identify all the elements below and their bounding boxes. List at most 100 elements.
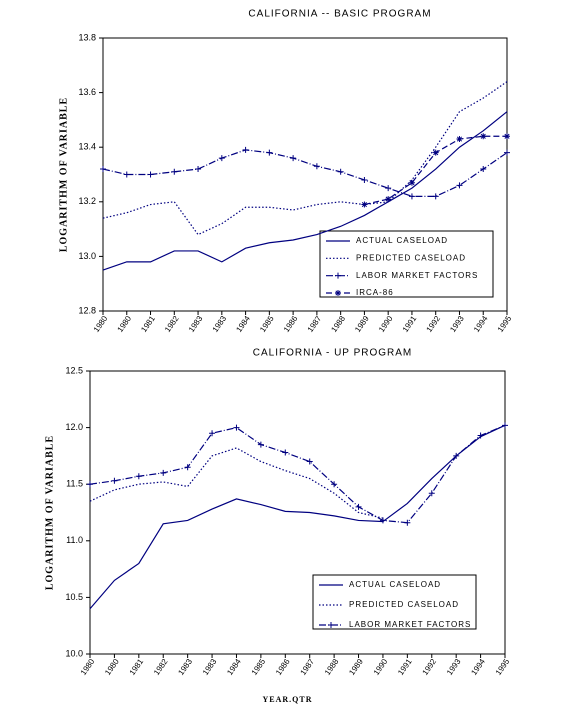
x-tick-label: 1983 xyxy=(176,657,194,677)
point-marker xyxy=(233,424,240,431)
x-tick-label: 1981 xyxy=(139,314,157,334)
x-tick-label: 1980 xyxy=(103,657,121,677)
legend-label: PREDICTED CASELOAD xyxy=(349,600,459,609)
point-marker xyxy=(355,503,362,510)
legend-box xyxy=(312,574,477,630)
y-tick-label: 12.0 xyxy=(65,422,83,432)
x-tick-label: 1995 xyxy=(496,314,514,334)
point-marker xyxy=(428,490,435,497)
series-line xyxy=(102,81,508,236)
point-marker xyxy=(385,196,392,203)
point-marker xyxy=(504,149,510,156)
point-marker xyxy=(282,449,289,456)
plot-frame xyxy=(102,37,508,312)
y-tick-label: 13.8 xyxy=(78,32,96,42)
legend-label: LABOR MARKET FACTORS xyxy=(356,271,478,280)
x-tick-label: 1983 xyxy=(187,314,205,334)
point-marker xyxy=(257,441,264,448)
point-marker xyxy=(171,168,178,175)
legend-label: LABOR MARKET FACTORS xyxy=(349,620,471,629)
x-tick-label: 1993 xyxy=(445,657,463,677)
series-line xyxy=(89,447,384,519)
point-marker xyxy=(477,432,484,439)
x-tick-label: 1994 xyxy=(469,657,487,677)
point-marker xyxy=(385,185,392,192)
point-marker xyxy=(502,422,508,429)
point-marker xyxy=(306,458,313,465)
x-tick-label: 1995 xyxy=(494,657,512,677)
x-tick-label: 1989 xyxy=(353,314,371,334)
series-line xyxy=(102,111,508,271)
y-tick-label: 12.8 xyxy=(78,305,96,315)
point-marker xyxy=(361,201,368,208)
point-marker xyxy=(290,155,297,162)
x-tick-label: 1990 xyxy=(377,314,395,334)
y-tick-label: 10.0 xyxy=(65,648,83,658)
point-marker xyxy=(147,171,154,178)
x-tick-label: 1991 xyxy=(401,314,419,334)
x-tick-label: 1988 xyxy=(329,314,347,334)
x-tick-label: 1985 xyxy=(250,657,268,677)
x-tick-label: 1981 xyxy=(128,657,146,677)
series-line xyxy=(89,424,506,610)
x-axis-label: YEAR.QTR xyxy=(262,695,312,704)
y-tick-label: 12.5 xyxy=(65,365,83,375)
x-tick-label: 1989 xyxy=(347,657,365,677)
x-tick-label: 1994 xyxy=(472,314,490,334)
plot-frame xyxy=(89,370,506,655)
x-tick-label: 1983 xyxy=(211,314,229,334)
x-tick-label: 1986 xyxy=(274,657,292,677)
x-tick-label: 1985 xyxy=(258,314,276,334)
point-marker xyxy=(218,155,225,162)
point-marker xyxy=(123,171,130,178)
marker xyxy=(328,622,334,628)
series-line xyxy=(89,424,506,524)
point-marker xyxy=(456,182,463,189)
point-marker xyxy=(100,166,106,173)
x-tick-label: 1980 xyxy=(79,657,97,677)
point-marker xyxy=(432,193,439,200)
x-tick-label: 1987 xyxy=(306,314,324,334)
series-line xyxy=(102,149,508,197)
point-marker xyxy=(456,136,463,143)
y-tick-label: 11.0 xyxy=(66,535,83,545)
y-tick-label: 13.4 xyxy=(78,142,96,152)
legend-label: ACTUAL CASELOAD xyxy=(356,236,448,245)
point-marker xyxy=(404,519,411,526)
marker xyxy=(335,272,341,279)
chart-title: CALIFORNIA -- BASIC PROGRAM xyxy=(248,9,431,20)
legend-label: PREDICTED CASELOAD xyxy=(356,253,466,262)
y-axis-label: LOGARITHM OF VARIABLE xyxy=(58,97,69,252)
x-tick-label: 1984 xyxy=(225,657,243,677)
y-tick-label: 13.0 xyxy=(78,251,96,261)
x-tick-label: 1992 xyxy=(421,657,439,677)
x-tick-label: 1988 xyxy=(323,657,341,677)
point-marker xyxy=(432,149,439,156)
point-marker xyxy=(266,149,273,156)
legend-label: IRCA-86 xyxy=(356,288,394,297)
point-marker xyxy=(453,452,460,459)
x-tick-label: 1987 xyxy=(298,657,316,677)
point-marker xyxy=(379,517,386,524)
point-marker xyxy=(480,133,487,140)
y-tick-label: 13.2 xyxy=(78,196,96,206)
x-tick-label: 1992 xyxy=(424,314,442,334)
point-marker xyxy=(480,166,487,173)
point-marker xyxy=(361,176,368,183)
x-tick-label: 1982 xyxy=(152,657,170,677)
point-marker xyxy=(408,193,415,200)
point-marker xyxy=(242,146,249,153)
point-marker xyxy=(111,477,118,484)
chart-title: CALIFORNIA - UP PROGRAM xyxy=(253,348,413,359)
x-tick-label: 1980 xyxy=(116,314,134,334)
x-tick-label: 1984 xyxy=(234,314,252,334)
point-marker xyxy=(331,481,338,488)
x-tick-label: 1980 xyxy=(92,314,110,334)
point-marker xyxy=(313,163,320,170)
x-tick-label: 1993 xyxy=(448,314,466,334)
x-tick-label: 1983 xyxy=(201,657,219,677)
y-tick-label: 11.5 xyxy=(66,479,83,489)
point-marker xyxy=(504,133,510,140)
point-marker xyxy=(184,464,191,471)
